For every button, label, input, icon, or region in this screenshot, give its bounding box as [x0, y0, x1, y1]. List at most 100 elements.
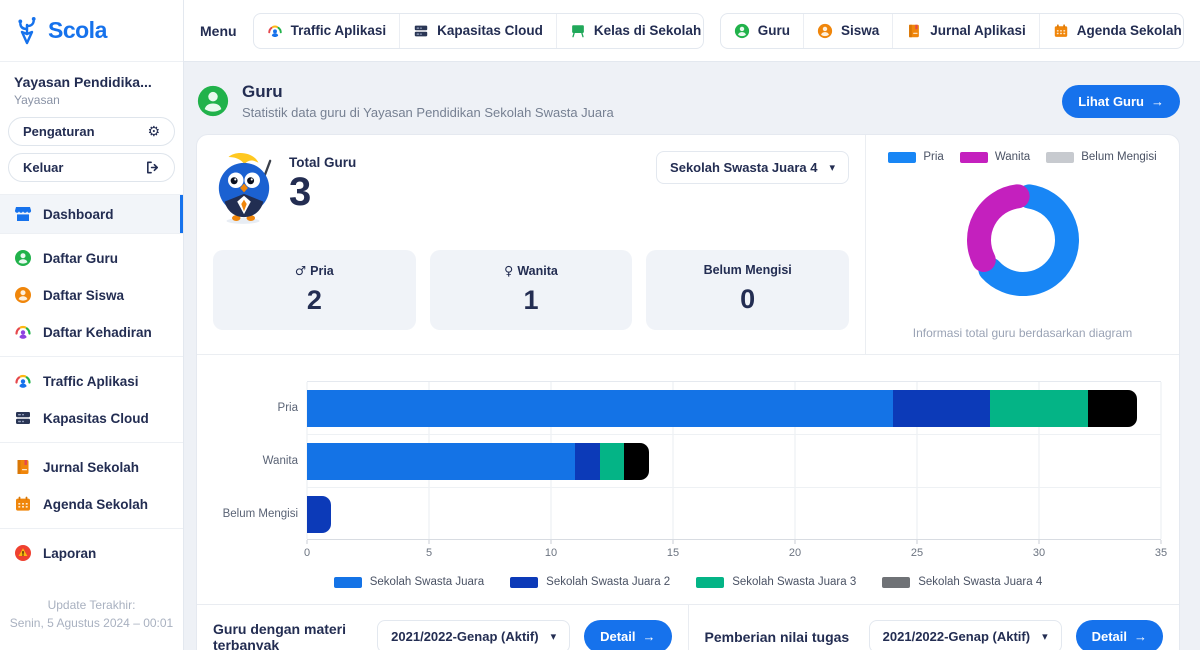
- sidebar-item-traffic-aplikasi[interactable]: Traffic Aplikasi: [0, 364, 183, 398]
- topbar-item-agenda-sekolah[interactable]: Agenda Sekolah: [1038, 13, 1183, 48]
- axis-tick-label: 25: [910, 547, 924, 559]
- topbar-group-data: Guru Siswa Jurnal Aplikasi: [719, 12, 1184, 49]
- donut-segment: [977, 184, 1079, 296]
- gridline: [916, 382, 918, 539]
- legend-item: Sekolah Swasta Juara 4: [882, 576, 1042, 588]
- last-update-value: Senin, 5 Agustus 2024 – 00:01: [9, 616, 174, 630]
- bar-chart-x-axis: 0 5 10 15 20 25 30 35: [303, 540, 1167, 564]
- caret-down-icon: ▾: [1042, 630, 1048, 643]
- category-label: Belum Mengisi: [222, 507, 298, 520]
- student-icon: [817, 23, 833, 39]
- detail-button-left[interactable]: Detail →: [584, 620, 672, 650]
- stacked-bar: [307, 390, 1161, 427]
- topbar-item-kapasitas-cloud[interactable]: Kapasitas Cloud: [399, 13, 556, 48]
- storefront-icon: [14, 205, 32, 223]
- sidebar-item-dashboard[interactable]: Dashboard: [0, 195, 183, 233]
- detail-button-label: Detail: [1091, 629, 1127, 644]
- sidebar-item-jurnal-sekolah[interactable]: Jurnal Sekolah: [0, 450, 183, 484]
- footer-section-materi: Guru dengan materi terbanyak 2021/2022-G…: [197, 605, 688, 650]
- legend-label: Sekolah Swasta Juara 4: [918, 576, 1043, 588]
- donut-legend: Pria Wanita Belum Mengisi: [888, 151, 1157, 163]
- stat-card-wanita: ♀ Wanita 1: [429, 250, 633, 330]
- legend-label: Wanita: [994, 151, 1031, 163]
- sidebar-item-agenda-sekolah[interactable]: Agenda Sekolah: [0, 487, 183, 521]
- teacher-icon: [734, 23, 750, 39]
- arrow-right-icon: →: [1151, 93, 1164, 109]
- axis-tick: [916, 540, 918, 544]
- footer-section-nilai: Pemberian nilai tugas 2021/2022-Genap (A…: [687, 605, 1180, 650]
- caret-down-icon: ▾: [829, 161, 835, 174]
- bar-row: [307, 488, 1161, 541]
- topbar-item-label: Traffic Aplikasi: [290, 23, 387, 38]
- menu-label: Menu: [200, 22, 237, 39]
- sidebar-item-laporan[interactable]: Laporan: [0, 536, 183, 570]
- legend-item: Sekolah Swasta Juara 3: [696, 576, 856, 588]
- axis-tick: [1160, 540, 1162, 544]
- topbar-item-label: Guru: [757, 23, 790, 38]
- donut-caption: Informasi total guru berdasarkan diagram: [912, 326, 1133, 340]
- topbar-item-guru[interactable]: Guru: [721, 14, 803, 48]
- owl-mascot: [213, 151, 275, 230]
- legend-swatch: [333, 576, 362, 588]
- topbar-item-label: Jurnal Aplikasi: [930, 23, 1026, 38]
- logout-button[interactable]: Keluar: [8, 153, 175, 182]
- footer-left-label: Guru dengan materi terbanyak: [213, 620, 347, 650]
- topbar-item-jurnal-aplikasi[interactable]: Jurnal Aplikasi: [892, 13, 1039, 48]
- lihat-guru-label: Lihat Guru: [1078, 93, 1144, 109]
- legend-label: Sekolah Swasta Juara 2: [546, 576, 671, 588]
- logout-button-label: Keluar: [23, 160, 64, 175]
- bar-segment: [1087, 390, 1137, 427]
- axis-tick-label: 10: [544, 547, 558, 559]
- donut-chart: [966, 184, 1079, 296]
- sidebar: Scola Yayasan Pendidika... Yayasan Penga…: [0, 0, 184, 650]
- server-icon: [14, 409, 32, 427]
- stat-value: 2: [306, 285, 322, 315]
- legend-item: Sekolah Swasta Juara: [333, 576, 485, 588]
- school-filter-dropdown[interactable]: Sekolah Swasta Juara 4 ▾: [656, 151, 849, 184]
- topbar-item-traffic-aplikasi[interactable]: Traffic Aplikasi: [254, 14, 400, 48]
- detail-button-right[interactable]: Detail →: [1075, 620, 1163, 650]
- stat-value: 0: [740, 284, 756, 314]
- guru-icon: [196, 84, 230, 118]
- stat-label: Pria: [310, 264, 334, 278]
- legend-item: Sekolah Swasta Juara 2: [510, 576, 670, 588]
- male-icon: ♂: [294, 263, 307, 278]
- stacked-bar: [307, 443, 1161, 480]
- bar-segment: [624, 443, 649, 480]
- sidebar-item-daftar-guru[interactable]: Daftar Guru: [0, 241, 183, 275]
- topbar-item-label: Kelas di Sekolah: [593, 23, 702, 38]
- legend-item: Pria: [888, 151, 944, 163]
- topbar-group-apps: Traffic Aplikasi Kapasitas Cloud Kelas d…: [252, 12, 704, 49]
- stacked-bar: [307, 496, 1161, 533]
- logout-icon: [145, 160, 160, 175]
- legend-label: Belum Mengisi: [1081, 151, 1157, 163]
- semester-filter-dropdown-left[interactable]: 2021/2022-Genap (Aktif) ▾: [377, 620, 571, 650]
- sidebar-item-daftar-kehadiran[interactable]: Daftar Kehadiran: [0, 315, 183, 349]
- semester-filter-value: 2021/2022-Genap (Aktif): [391, 629, 539, 644]
- topbar-item-siswa[interactable]: Siswa: [802, 13, 892, 48]
- sidebar-item-label: Daftar Siswa: [43, 287, 125, 303]
- detail-button-label: Detail: [600, 629, 636, 644]
- bar-segment: [307, 496, 332, 533]
- bar-chart-category-labels: Pria Wanita Belum Mengisi: [215, 381, 307, 564]
- traffic-icon: [267, 23, 283, 39]
- sidebar-item-label: Daftar Guru: [43, 250, 119, 266]
- legend-label: Sekolah Swasta Juara: [369, 576, 485, 588]
- bar-chart-plot: [306, 381, 1162, 541]
- scola-logo[interactable]: Scola: [0, 0, 183, 62]
- sidebar-item-kapasitas-cloud[interactable]: Kapasitas Cloud: [0, 401, 183, 435]
- org-name: Yayasan Pendidika...: [14, 74, 152, 90]
- settings-button[interactable]: Pengaturan ⚙: [8, 117, 175, 146]
- topbar-item-label: Siswa: [840, 23, 880, 38]
- semester-filter-dropdown-right[interactable]: 2021/2022-Genap (Aktif) ▾: [868, 620, 1062, 650]
- axis-tick-label: 0: [303, 547, 311, 559]
- sidebar-item-label: Dashboard: [43, 206, 114, 222]
- sidebar-item-daftar-siswa[interactable]: Daftar Siswa: [0, 278, 183, 312]
- lihat-guru-button[interactable]: Lihat Guru →: [1062, 84, 1180, 118]
- legend-swatch: [510, 576, 539, 588]
- category-label: Wanita: [262, 454, 298, 467]
- legend-swatch: [1046, 151, 1075, 163]
- category-label: Pria: [277, 401, 298, 414]
- topbar-item-kelas-di-sekolah[interactable]: Kelas di Sekolah: [555, 13, 703, 48]
